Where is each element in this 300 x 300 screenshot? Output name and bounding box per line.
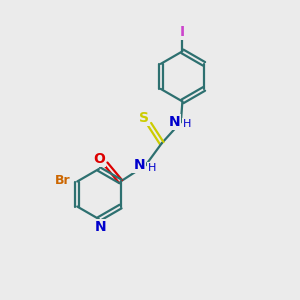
Text: N: N xyxy=(133,158,145,172)
Text: H: H xyxy=(183,119,192,129)
Text: S: S xyxy=(139,111,148,124)
Text: H: H xyxy=(148,163,156,173)
Text: O: O xyxy=(93,152,105,166)
Text: N: N xyxy=(94,220,106,234)
Text: Br: Br xyxy=(55,173,71,187)
Text: I: I xyxy=(180,25,185,39)
Text: N: N xyxy=(169,115,180,129)
